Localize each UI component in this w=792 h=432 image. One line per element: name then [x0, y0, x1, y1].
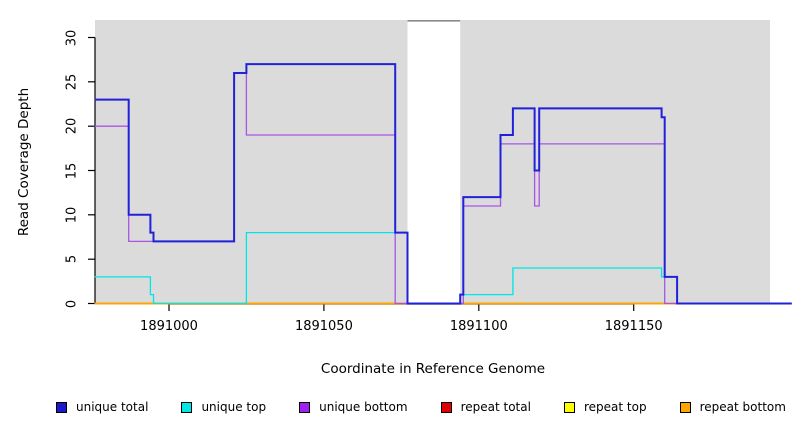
legend-swatch-repeat-top [563, 401, 575, 413]
masked-region-layer [407, 19, 461, 304]
legend-item-repeat-top: repeat top [563, 400, 647, 414]
x-tick-label: 1891100 [449, 319, 508, 334]
legend-item-unique-top: unique top [181, 400, 266, 414]
legend-label-unique-top: unique top [201, 400, 267, 414]
legend-swatch-unique-bottom [299, 401, 311, 413]
y-tick-label: 10 [64, 206, 80, 224]
y-tick-label: 25 [64, 73, 80, 91]
legend-swatch-repeat-bottom [679, 401, 691, 413]
legend-swatch-unique-top [181, 401, 193, 413]
x-tick-label: 1891000 [140, 319, 198, 334]
y-tick-label: 15 [64, 162, 80, 179]
legend-item-repeat-total: repeat total [440, 400, 531, 414]
legend-label-repeat-total: repeat total [460, 400, 531, 414]
legend-item-unique-bottom: unique bottom [299, 400, 408, 414]
legend-swatch-unique-total [56, 401, 67, 413]
legend-label-unique-total: unique total [76, 400, 149, 414]
y-tick-label: 30 [64, 29, 80, 46]
legend-label-unique-bottom: unique bottom [319, 400, 408, 414]
legend-label-repeat-bottom: repeat bottom [699, 400, 786, 414]
masked-region [407, 20, 461, 304]
y-tick-label: 5 [64, 255, 80, 264]
series-line-unique-total [94, 63, 792, 305]
x-axis-label: Coordinate in Reference Genome [320, 361, 546, 377]
legend: unique total unique top unique bottom repea… [56, 398, 786, 416]
y-axis-label: Read Coverage Depth [16, 87, 32, 237]
legend-item-repeat-bottom: repeat bottom [679, 400, 786, 414]
y-tick-label: 0 [64, 299, 80, 308]
legend-item-unique-total: unique total [56, 400, 148, 414]
legend-label-repeat-top: repeat top [583, 400, 647, 414]
x-tick-label: 1891150 [604, 319, 663, 334]
series-layer [94, 63, 792, 305]
legend-swatch-repeat-total [440, 401, 452, 413]
y-tick-label: 20 [64, 117, 80, 135]
x-tick-label: 1891050 [294, 319, 353, 334]
